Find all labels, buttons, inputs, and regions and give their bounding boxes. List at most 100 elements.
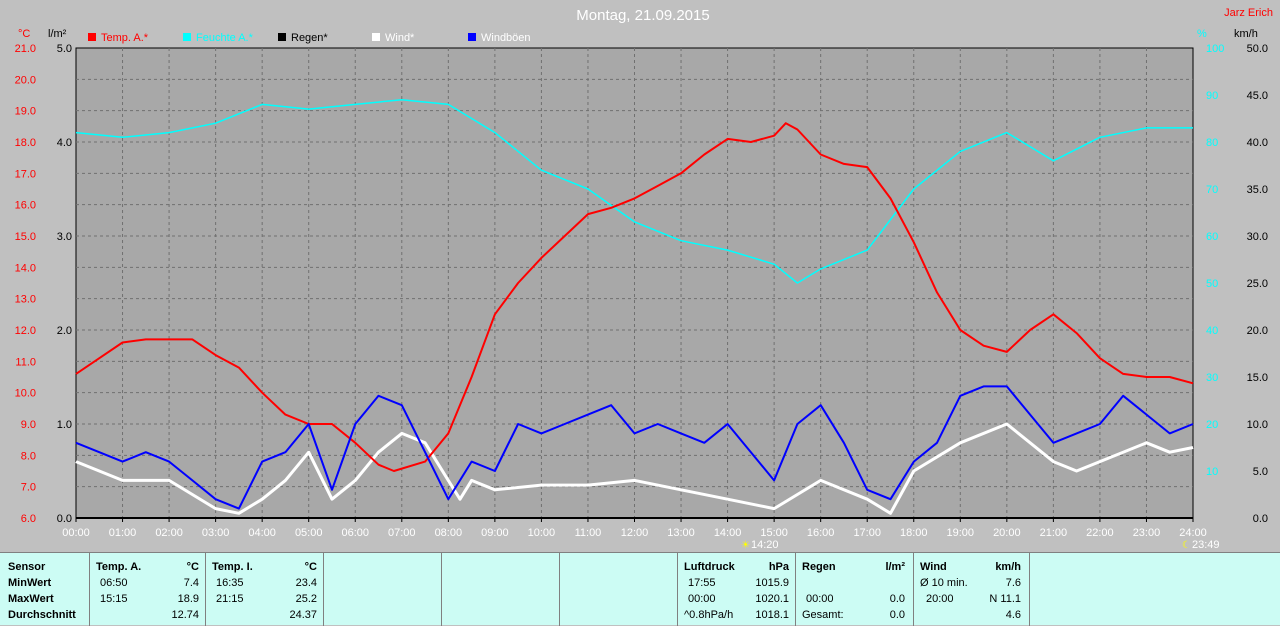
chart-title: Montag, 21.09.2015 (576, 7, 709, 24)
x-tick-label: 11:00 (575, 527, 602, 539)
x-tick-label: 04:00 (248, 527, 276, 539)
pressure-max-value: 1020.1 (755, 593, 789, 605)
temp-i-min-time: 16:35 (216, 577, 244, 589)
x-tick-label: 16:00 (807, 527, 835, 539)
series-lines (75, 98, 1194, 519)
x-tick-label: 18:00 (900, 527, 928, 539)
x-tick-label: 00:00 (62, 527, 90, 539)
x-tick-label: 21:00 (1040, 527, 1068, 539)
temp-tick-label: 19.0 (15, 106, 36, 118)
wind-tick-label: 25.0 (1247, 278, 1268, 290)
rain-tick-label: 5.0 (57, 43, 72, 55)
stats-rain-column: Regen l/m² 00:00 0.0 Gesamt: 0.0 (796, 553, 914, 626)
legend-swatch-gusts (468, 33, 476, 41)
stats-sensor-header: Sensor (8, 561, 46, 573)
rain-unit: l/m² (885, 561, 905, 573)
weather-chart: Montag, 21.09.2015 Jarz Erich °C l/m² % … (15, 7, 1273, 551)
wind-tick-label: 0.0 (1253, 513, 1268, 525)
hum-tick-label: 60 (1206, 231, 1218, 243)
pressure-header: Luftdruck (684, 561, 735, 573)
temp-tick-label: 13.0 (15, 294, 36, 306)
temp-a-max-time: 15:15 (100, 593, 128, 605)
wind-max-value: N 11.1 (989, 593, 1021, 605)
hum-tick-label: 70 (1206, 184, 1218, 196)
temp-i-avg-value: 24.37 (289, 609, 317, 621)
stats-empty-column-3 (560, 553, 678, 626)
temp-tick-label: 8.0 (21, 450, 36, 462)
temp-tick-label: 14.0 (15, 262, 36, 274)
x-tick-label: 05:00 (295, 527, 323, 539)
temp-i-header: Temp. I. (212, 561, 253, 573)
x-tick-label: 17:00 (853, 527, 881, 539)
pressure-unit: hPa (768, 561, 789, 573)
legend-rain: Regen* (291, 32, 328, 44)
temp-a-unit: °C (186, 561, 199, 573)
pressure-min-time: 17:55 (688, 577, 716, 589)
legend-swatch-wind (372, 33, 380, 41)
wind-avg10-label: Ø 10 min. (920, 577, 968, 589)
wind-tick-label: 15.0 (1247, 372, 1268, 384)
legend-temp: Temp. A.* (101, 32, 149, 44)
rain-header: Regen (802, 561, 836, 573)
temp-tick-label: 9.0 (21, 419, 36, 431)
wind-tick-label: 40.0 (1247, 137, 1268, 149)
temp-tick-label: 6.0 (21, 513, 36, 525)
x-tick-label: 12:00 (621, 527, 649, 539)
x-tick-label: 07:00 (388, 527, 416, 539)
x-tick-label: 06:00 (341, 527, 369, 539)
rain-tick-label: 2.0 (57, 325, 72, 337)
temp-tick-label: 21.0 (15, 43, 36, 55)
stats-min-label: MinWert (8, 577, 52, 589)
x-tick-label: 02:00 (155, 527, 183, 539)
rain-total-label: Gesamt: (802, 609, 844, 621)
axis-ticks: 00:00 01:00 02:00 03:00 04:00 05:00 06:00 07:00… (15, 43, 1268, 539)
pressure-avg-value: 1018.1 (755, 609, 789, 621)
legend: Temp. A.* Feuchte A.* Regen* Wind* Windb… (88, 32, 531, 44)
temp-tick-label: 16.0 (15, 200, 36, 212)
x-tick-label: 03:00 (202, 527, 230, 539)
x-tick-label: 13:00 (667, 527, 695, 539)
stats-sensor-column: Sensor MinWert MaxWert Durchschnitt (0, 553, 90, 626)
series-line-wind (75, 422, 1194, 515)
hum-unit-label: % (1197, 28, 1207, 40)
x-tick-label: 23:00 (1133, 527, 1161, 539)
sunset-label: 23:49 (1192, 539, 1220, 551)
stats-avg-label: Durchschnitt (8, 609, 76, 621)
rain-max-time: 00:00 (806, 593, 834, 605)
legend-swatch-rain (278, 33, 286, 41)
rain-tick-label: 0.0 (57, 513, 72, 525)
stats-max-label: MaxWert (8, 593, 54, 605)
x-tick-label: 24:00 (1179, 527, 1207, 539)
temp-a-max-value: 18.9 (177, 593, 199, 605)
author-label: Jarz Erich (1224, 7, 1273, 19)
x-tick-label: 20:00 (993, 527, 1021, 539)
rain-total-value: 0.0 (889, 609, 905, 621)
hum-tick-label: 30 (1206, 372, 1218, 384)
x-tick-label: 09:00 (481, 527, 509, 539)
wind-tick-label: 5.0 (1253, 466, 1268, 478)
sunrise-icon: ☀ (741, 540, 750, 551)
x-tick-label: 19:00 (947, 527, 975, 539)
temp-i-unit: °C (304, 561, 317, 573)
statistics-panel: Sensor MinWert MaxWert Durchschnitt Temp… (0, 552, 1280, 626)
wind-tick-label: 20.0 (1247, 325, 1268, 337)
pressure-trend: ^0.8hPa/h (684, 609, 734, 621)
rain-tick-label: 4.0 (57, 137, 72, 149)
temp-tick-label: 7.0 (21, 482, 36, 494)
x-tick-label: 10:00 (528, 527, 556, 539)
wind-max-time: 20:00 (926, 593, 954, 605)
temp-unit-label: °C (18, 28, 30, 40)
x-tick-label: 15:00 (760, 527, 788, 539)
rain-tick-label: 1.0 (57, 419, 72, 431)
wind-tick-label: 10.0 (1247, 419, 1268, 431)
legend-wind: Wind* (385, 32, 415, 44)
temp-tick-label: 20.0 (15, 74, 36, 86)
rain-tick-label: 3.0 (57, 231, 72, 243)
temp-tick-label: 12.0 (15, 325, 36, 337)
temp-i-max-value: 25.2 (295, 593, 317, 605)
wind-tick-label: 30.0 (1247, 231, 1268, 243)
pressure-min-value: 1015.9 (755, 577, 789, 589)
temp-a-avg-value: 12.74 (171, 609, 199, 621)
hum-tick-label: 50 (1206, 278, 1218, 290)
temp-tick-label: 10.0 (15, 388, 36, 400)
